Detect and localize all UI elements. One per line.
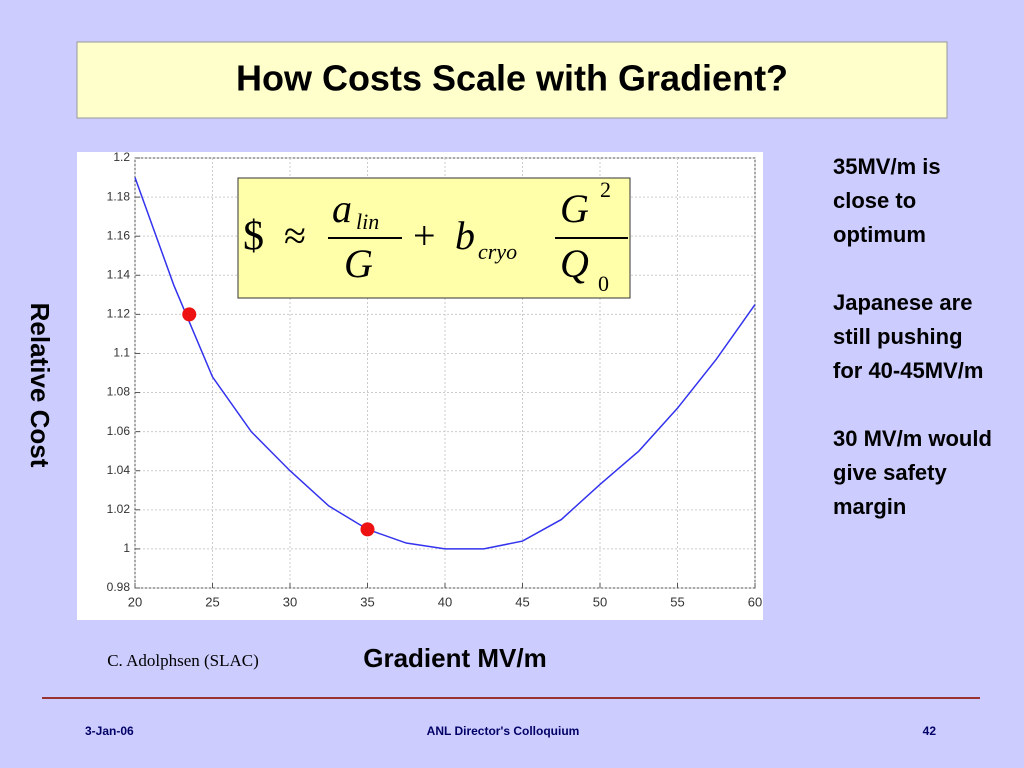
formula-text: b bbox=[455, 213, 475, 258]
y-tick-label: 1.04 bbox=[107, 463, 131, 477]
formula-text: ≈ bbox=[284, 213, 306, 258]
x-tick-label: 35 bbox=[360, 594, 374, 609]
y-tick-label: 1.16 bbox=[107, 228, 131, 242]
credit: C. Adolphsen (SLAC) bbox=[107, 651, 259, 670]
y-tick-label: 1.08 bbox=[107, 385, 131, 399]
footer-center: ANL Director's Colloquium bbox=[427, 724, 580, 738]
highlight-point bbox=[360, 522, 375, 537]
formula-text: G bbox=[560, 186, 589, 231]
y-tick-label: 1.18 bbox=[107, 189, 131, 203]
notes: 35MV/m is close to optimum Japanese are … bbox=[833, 150, 993, 558]
formula-text: cryo bbox=[478, 239, 517, 264]
y-axis-label: Relative Cost bbox=[25, 303, 55, 468]
formula-text: + bbox=[413, 213, 436, 258]
formula-text: 0 bbox=[598, 271, 609, 296]
y-tick-label: 0.98 bbox=[107, 580, 131, 594]
formula-text: lin bbox=[356, 209, 379, 234]
formula-text: G bbox=[344, 241, 373, 286]
x-tick-label: 20 bbox=[128, 594, 142, 609]
x-tick-label: 25 bbox=[205, 594, 219, 609]
title-box bbox=[76, 41, 948, 119]
y-tick-label: 1.06 bbox=[107, 424, 131, 438]
y-tick-label: 1.14 bbox=[107, 267, 131, 281]
x-tick-label: 45 bbox=[515, 594, 529, 609]
y-tick-label: 1 bbox=[123, 541, 130, 555]
y-tick-label: 1.2 bbox=[113, 150, 130, 164]
x-axis-label: Gradient MV/m bbox=[363, 643, 546, 673]
slide-title: How Costs Scale with Gradient? bbox=[236, 58, 788, 99]
note: 30 MV/m would give safety margin bbox=[833, 426, 992, 519]
formula: $ ≈ a lin G + b cryo G 2 Q 0 bbox=[243, 177, 628, 296]
y-tick-label: 1.1 bbox=[113, 346, 130, 360]
note: 35MV/m is close to optimum bbox=[833, 154, 941, 247]
x-tick-label: 40 bbox=[438, 594, 452, 609]
footer-page: 42 bbox=[923, 724, 937, 738]
note: Japanese are still pushing for 40-45MV/m bbox=[833, 290, 984, 383]
cost-curve bbox=[134, 177, 756, 550]
formula-text: $ bbox=[243, 214, 264, 260]
x-tick-label: 50 bbox=[593, 594, 607, 609]
x-tick-label: 60 bbox=[748, 594, 762, 609]
x-tick-label: 30 bbox=[283, 594, 297, 609]
formula-text: a bbox=[332, 186, 352, 231]
x-tick-label: 55 bbox=[670, 594, 684, 609]
y-tick-label: 1.02 bbox=[107, 502, 131, 516]
highlight-point bbox=[182, 307, 197, 322]
formula-text: 2 bbox=[600, 177, 611, 202]
y-tick-label: 1.12 bbox=[107, 307, 131, 321]
formula-text: Q bbox=[560, 241, 589, 286]
footer-date: 3-Jan-06 bbox=[85, 724, 134, 738]
